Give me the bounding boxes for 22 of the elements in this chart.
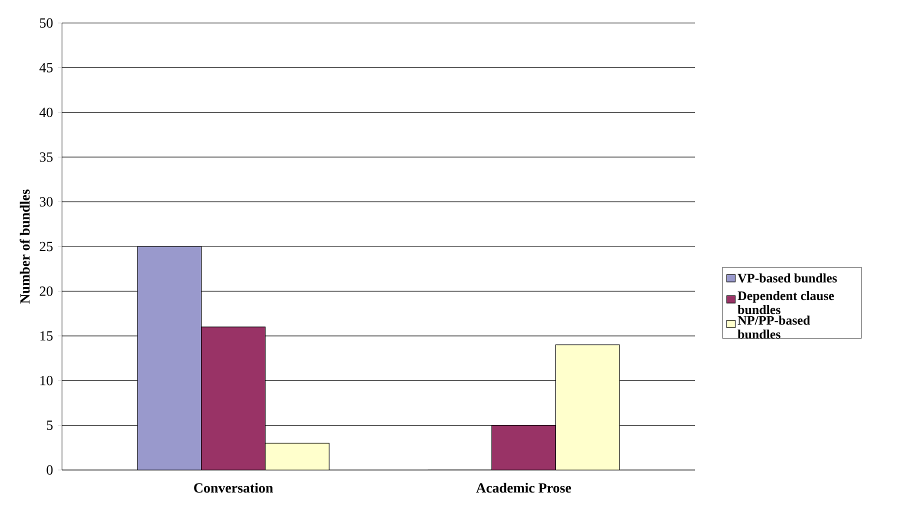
y-tick-label: 0: [46, 465, 53, 475]
x-tick-label: Conversation: [194, 482, 274, 493]
legend-label: VP-based bundles: [738, 273, 837, 283]
y-tick-label: 45: [39, 63, 53, 72]
y-axis-title: Number of bundles: [20, 190, 30, 304]
y-tick-label: 20: [40, 286, 53, 296]
bar: [264, 442, 330, 470]
y-tick-label: 25: [40, 242, 53, 252]
y-tick-label: 30: [40, 197, 53, 207]
y-tick-label: 35: [40, 152, 53, 162]
legend-label: NP/PP-based bundles: [738, 316, 810, 339]
legend-label: Dependent clause bundles: [738, 291, 834, 314]
bar: [491, 425, 556, 470]
x-tick-label: Academic Prose: [476, 482, 572, 493]
y-tick-label: 40: [39, 108, 53, 118]
y-tick-label: 50: [40, 18, 53, 28]
bar: [137, 246, 202, 470]
bar: [201, 326, 266, 470]
bar: [555, 344, 620, 470]
y-tick-label: 5: [46, 420, 53, 430]
y-tick-label: 10: [40, 376, 53, 386]
y-tick-label: 15: [40, 331, 53, 341]
